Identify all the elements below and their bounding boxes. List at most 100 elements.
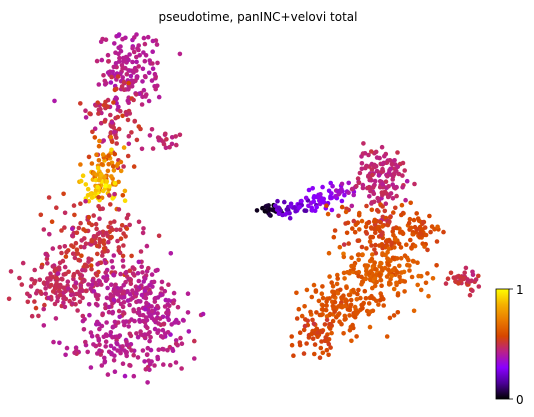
data-point: [415, 260, 420, 266]
data-point: [39, 264, 44, 270]
data-point: [409, 246, 414, 251]
data-point: [152, 363, 157, 368]
data-point: [127, 362, 132, 368]
data-point: [161, 139, 166, 144]
data-point: [100, 312, 105, 318]
data-point: [54, 275, 59, 281]
data-point: [173, 360, 179, 365]
data-point: [288, 204, 294, 209]
data-point: [330, 284, 336, 289]
data-point: [363, 164, 369, 170]
data-point: [157, 316, 163, 321]
data-point: [342, 192, 347, 198]
data-point: [58, 282, 63, 288]
data-point: [306, 203, 311, 209]
data-point: [103, 260, 108, 266]
data-point: [374, 207, 380, 213]
data-point: [367, 194, 372, 199]
data-point: [151, 279, 157, 285]
data-point: [339, 198, 345, 204]
data-point: [78, 244, 84, 250]
data-point: [165, 307, 171, 313]
data-point: [282, 199, 287, 205]
data-point: [115, 238, 120, 244]
data-point: [148, 290, 153, 296]
data-point: [94, 152, 99, 157]
data-point: [108, 112, 113, 118]
data-point: [311, 282, 317, 288]
data-point: [52, 301, 58, 307]
data-point: [38, 212, 44, 218]
data-point: [130, 288, 135, 293]
data-point: [105, 372, 111, 377]
data-point: [103, 305, 108, 311]
data-point: [118, 168, 124, 174]
data-point: [345, 270, 350, 275]
data-point: [152, 299, 158, 304]
data-point: [310, 186, 316, 191]
data-point: [103, 270, 108, 275]
data-point: [371, 191, 377, 196]
data-point: [102, 355, 107, 361]
data-point: [135, 355, 141, 360]
data-point: [77, 288, 83, 294]
data-point: [70, 251, 76, 256]
data-point: [91, 289, 97, 294]
data-point: [357, 227, 362, 232]
data-point: [384, 334, 390, 339]
colorbar-gradient: [495, 288, 510, 400]
data-point: [336, 213, 341, 219]
data-point: [335, 313, 341, 318]
data-point: [144, 243, 150, 249]
data-point: [297, 204, 302, 210]
data-point: [260, 205, 265, 211]
data-point: [420, 220, 426, 225]
data-point: [120, 66, 125, 71]
data-point: [418, 287, 424, 293]
data-point: [95, 251, 100, 257]
data-point: [147, 313, 152, 319]
data-point: [98, 120, 104, 126]
data-point: [111, 346, 117, 351]
data-point: [162, 288, 168, 294]
data-point: [118, 271, 123, 277]
data-point: [294, 316, 300, 321]
data-point: [108, 80, 114, 85]
data-point: [476, 273, 481, 279]
data-point: [390, 177, 396, 182]
data-point: [59, 250, 64, 256]
data-point: [390, 229, 396, 234]
data-point: [25, 299, 31, 305]
data-point: [359, 302, 364, 308]
data-point: [97, 348, 102, 353]
data-point: [394, 280, 399, 286]
data-point: [192, 356, 197, 361]
data-point: [86, 282, 91, 287]
data-point: [20, 260, 26, 266]
data-point: [341, 242, 347, 247]
data-point: [141, 35, 147, 41]
data-point: [97, 216, 102, 221]
data-point: [111, 100, 116, 105]
data-point: [367, 239, 373, 244]
data-point: [343, 316, 348, 322]
data-point: [304, 341, 309, 346]
data-point: [73, 240, 79, 246]
data-point: [372, 218, 378, 224]
data-point: [341, 293, 346, 299]
data-point: [145, 352, 150, 357]
data-point: [86, 214, 92, 220]
data-point: [364, 203, 369, 209]
data-point: [116, 298, 121, 304]
data-point: [124, 226, 130, 231]
data-point: [99, 363, 105, 368]
data-point: [394, 184, 399, 190]
data-point: [297, 340, 303, 345]
data-point: [121, 145, 127, 150]
data-point: [382, 265, 388, 271]
data-point: [103, 339, 109, 345]
data-point: [154, 42, 160, 47]
data-point: [351, 287, 356, 293]
data-point: [136, 124, 142, 129]
data-point: [41, 306, 46, 312]
